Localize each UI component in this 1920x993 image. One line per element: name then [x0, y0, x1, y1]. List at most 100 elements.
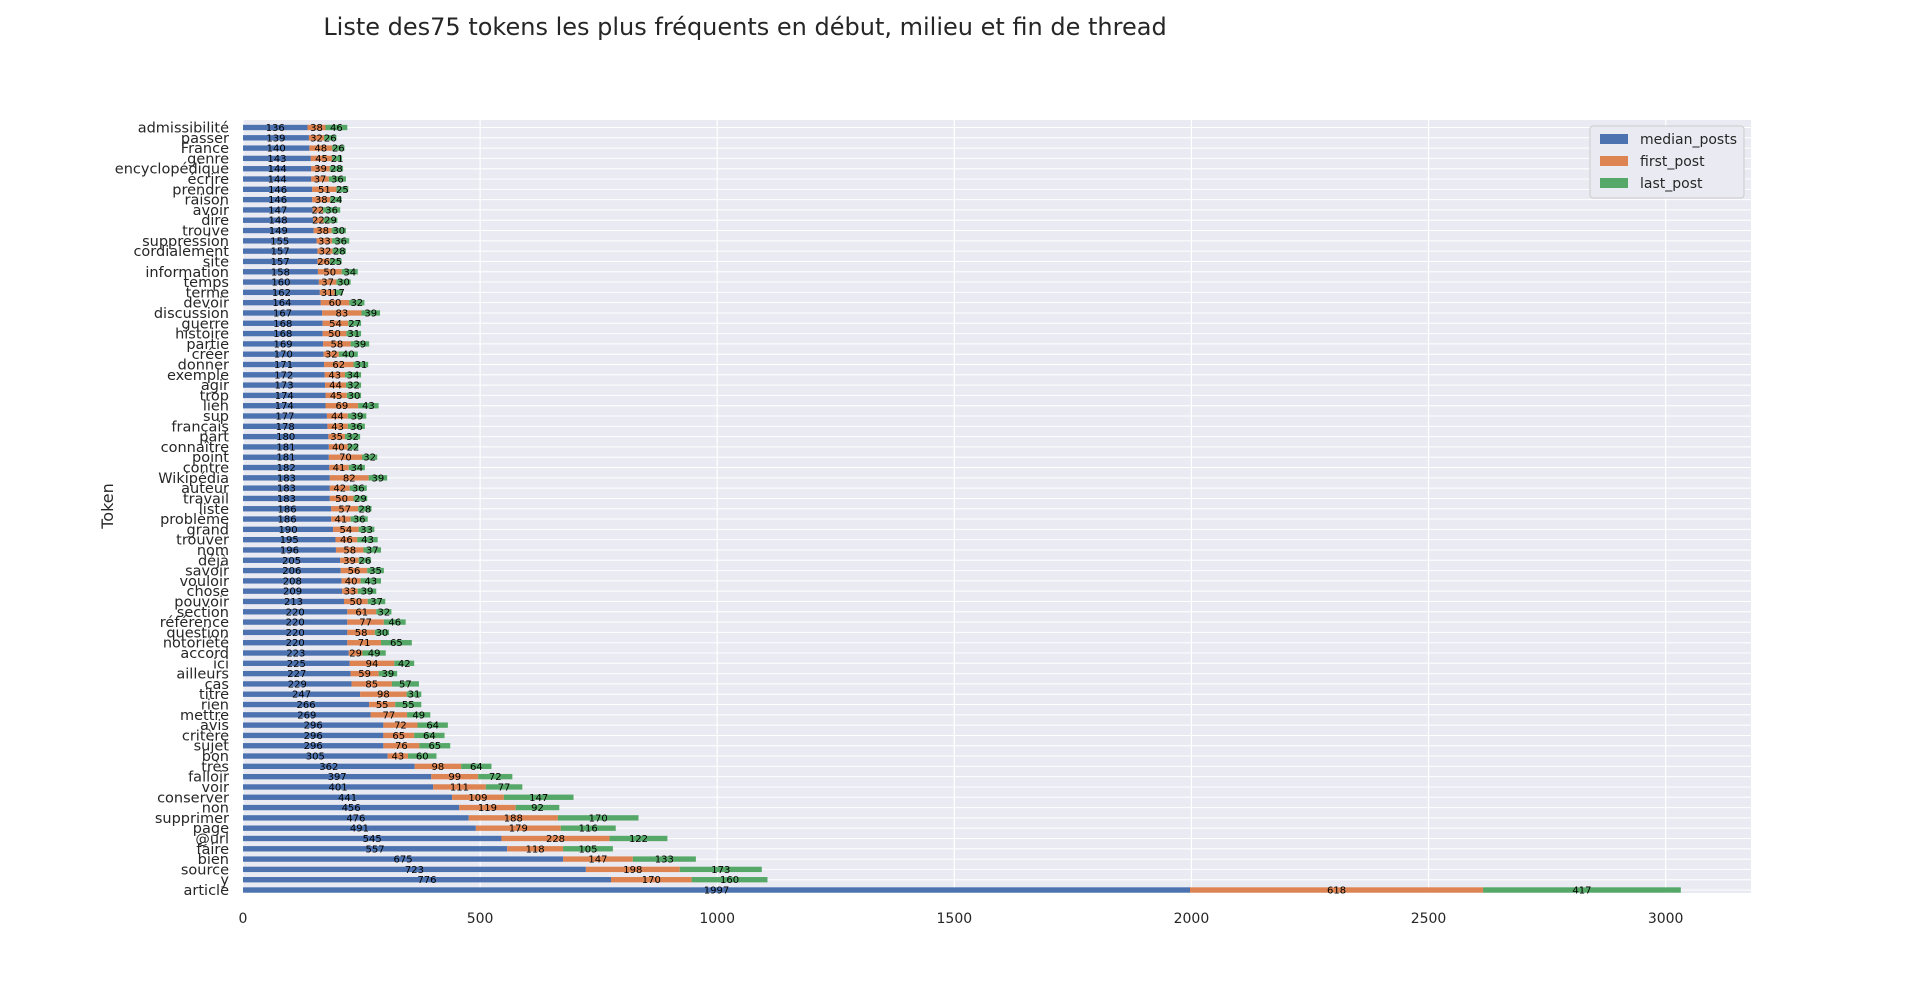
value-label: 173	[711, 865, 730, 876]
bar-last_post	[515, 804, 560, 811]
bar-median_posts	[243, 609, 348, 615]
bar-first_post	[322, 320, 349, 326]
value-label: 24	[330, 195, 343, 206]
bar-last_post	[367, 567, 384, 574]
value-label: 39	[314, 164, 327, 175]
bar-first_post	[327, 423, 348, 429]
value-label: 55	[402, 700, 415, 711]
bar-last_post	[679, 866, 762, 873]
value-label: 36	[352, 484, 365, 495]
value-label: 98	[377, 690, 390, 701]
bar-last_post	[374, 629, 390, 636]
value-label: 37	[366, 545, 379, 556]
category-label: y	[220, 873, 229, 889]
value-label: 46	[340, 535, 353, 546]
bar-last_post	[332, 145, 345, 151]
value-label: 46	[330, 123, 343, 134]
bar-last_post	[330, 196, 342, 203]
category-labels: admissibilitépasserFrancegenreencyclopéd…	[115, 121, 230, 900]
bar-median_posts	[243, 835, 502, 842]
bar-last_post	[350, 516, 368, 522]
category-label: devoir	[183, 296, 229, 312]
bar-median_posts	[243, 433, 329, 440]
value-label: 92	[531, 803, 544, 814]
value-label: 77	[498, 782, 511, 793]
value-label: 119	[478, 803, 497, 814]
category-label: problème	[160, 512, 229, 528]
bar-median_posts	[243, 763, 415, 770]
legend-swatch-last_post	[1600, 178, 1628, 188]
bar-median_posts	[243, 526, 334, 533]
category-label: falloir	[188, 770, 229, 786]
value-label: 32	[325, 350, 338, 361]
bar-median_posts	[243, 279, 319, 285]
bar-last_post	[331, 227, 346, 234]
category-label: France	[181, 141, 229, 157]
bar-first_post	[311, 176, 329, 182]
value-label: 26	[317, 257, 330, 268]
value-label: 31	[347, 329, 360, 340]
bar-median_posts	[243, 856, 564, 862]
bar-median_posts	[243, 310, 323, 316]
value-label: 43	[331, 422, 344, 433]
value-label: 49	[368, 649, 381, 660]
value-label: 168	[273, 329, 292, 340]
bar-last_post	[368, 475, 388, 481]
bar-median_posts	[243, 753, 388, 759]
value-label: 22	[347, 442, 360, 453]
value-label: 188	[504, 813, 523, 824]
value-label: 1997	[704, 886, 729, 897]
bar-first_post	[347, 640, 381, 646]
bar-last_post	[408, 753, 437, 759]
value-label: 37	[321, 278, 334, 289]
category-label: mettre	[180, 708, 229, 724]
bar-first_post	[329, 495, 354, 502]
bar-first_post	[335, 536, 358, 543]
bar-median_posts	[243, 547, 336, 553]
bar-median_posts	[243, 825, 476, 831]
bar-first_post	[325, 403, 359, 409]
bar-first_post	[312, 196, 331, 203]
value-label: 182	[277, 463, 296, 474]
bar-first_post	[328, 444, 348, 450]
bar-last_post	[478, 773, 513, 780]
value-label: 98	[432, 762, 445, 773]
bar-last_post	[691, 877, 768, 883]
bar-first_post	[322, 330, 347, 337]
value-label: 168	[273, 319, 292, 330]
bar-median_posts	[243, 773, 432, 780]
bar-median_posts	[243, 578, 342, 584]
value-label: 29	[349, 649, 362, 660]
value-label: 57	[338, 504, 351, 515]
bar-first_post	[335, 547, 364, 553]
x-tick-label: 3000	[1648, 911, 1684, 927]
category-label: guerre	[181, 316, 229, 332]
value-label: 36	[331, 175, 344, 186]
bar-first_post	[317, 258, 330, 265]
category-label: point	[192, 450, 229, 466]
value-label: 44	[331, 412, 344, 423]
bar-first_post	[307, 124, 326, 131]
value-label: 167	[273, 308, 292, 319]
value-label: 72	[489, 772, 502, 783]
bar-last_post	[325, 124, 348, 131]
bar-first_post	[387, 753, 409, 759]
bar-median_posts	[243, 196, 313, 203]
bar-median_posts	[243, 712, 371, 718]
value-label: 157	[271, 247, 290, 258]
category-label: agir	[201, 378, 229, 394]
bar-first_post	[501, 835, 610, 842]
value-label: 36	[350, 422, 363, 433]
bar-last_post	[362, 650, 386, 656]
value-label: 195	[280, 535, 299, 546]
bar-median_posts	[243, 238, 317, 244]
bar-first_post	[312, 207, 324, 213]
value-label: 39	[351, 412, 364, 423]
bar-first_post	[313, 227, 332, 234]
value-label: 557	[366, 844, 385, 855]
bar-last_post	[338, 351, 358, 357]
value-label: 55	[376, 700, 389, 711]
bar-first_post	[340, 557, 359, 563]
bar-median_posts	[243, 299, 321, 306]
bar-first_post	[312, 186, 337, 193]
